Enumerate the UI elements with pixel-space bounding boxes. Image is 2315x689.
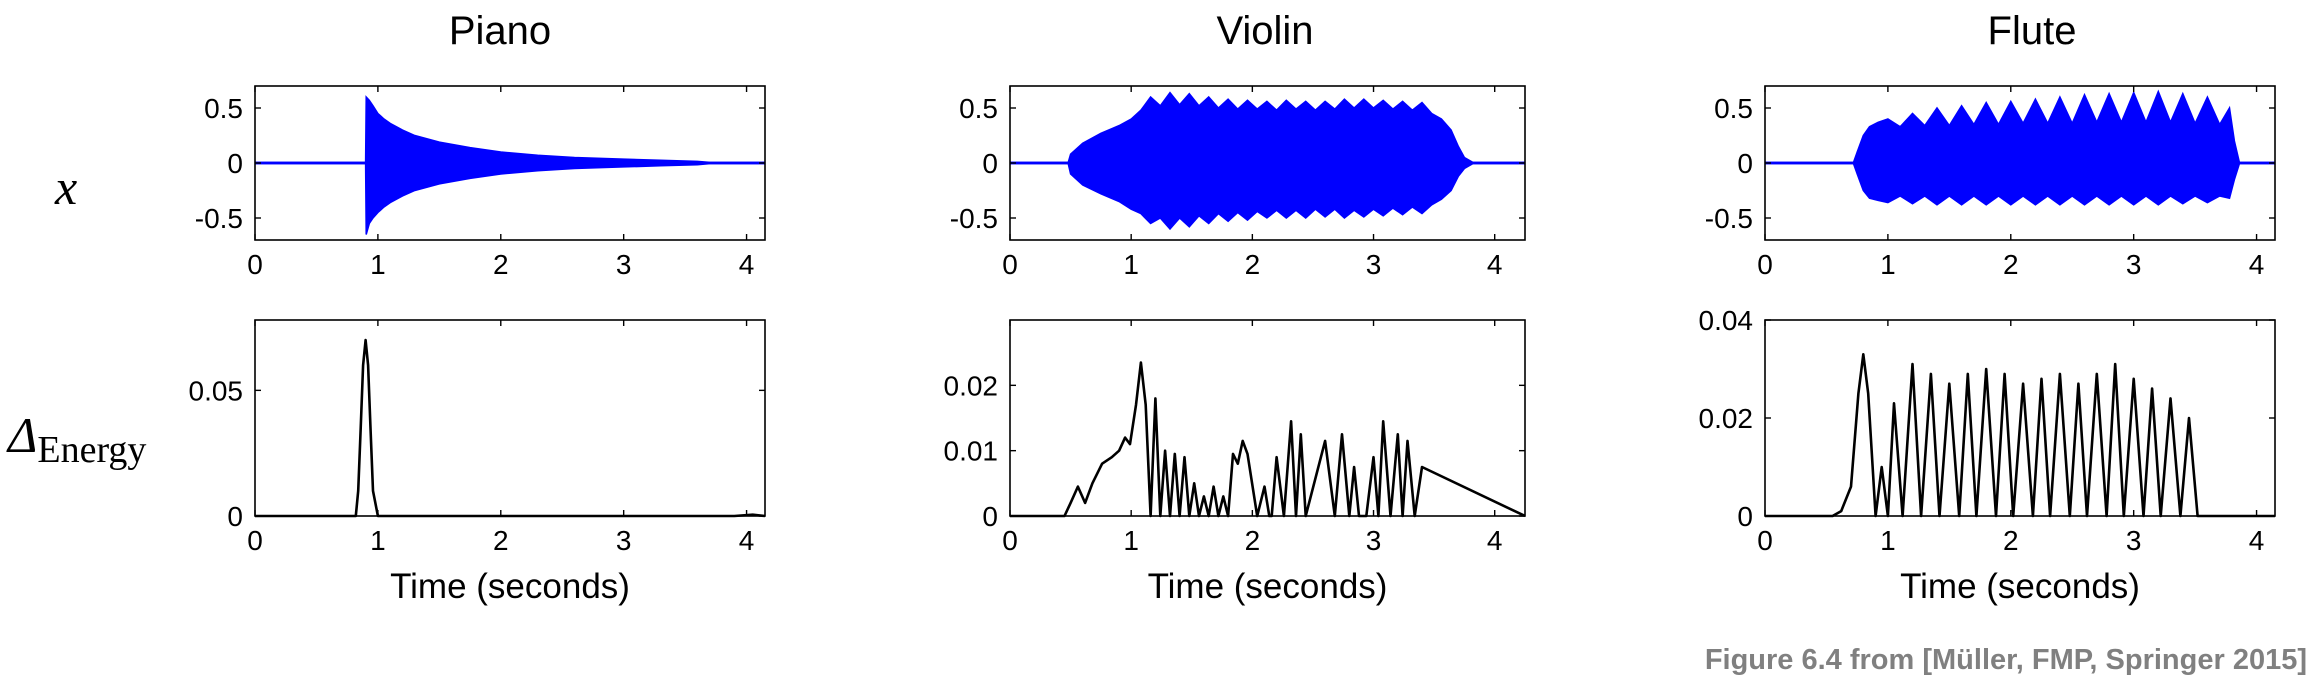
piano-energy-xtick-label: 0 (247, 525, 263, 556)
piano-energy-axes: 0 1 2 3 4 0 0.05 Time (seconds) (189, 319, 766, 606)
piano-energy-xtick-label: 2 (493, 525, 509, 556)
flute-energy-ytick-label: 0.02 (1699, 403, 1754, 434)
violin-waveform-axes: 0 1 2 3 40.50-0.5 (950, 85, 1526, 280)
flute-energy-ytick-label: 0 (1737, 501, 1753, 532)
piano-energy-ytick-label: 0.05 (189, 375, 244, 406)
flute-energy-axes: 0 1 2 3 4 0 0.02 0.04 Time (seconds) (1699, 305, 2276, 606)
flute-energy-xtick-label: 0 (1757, 525, 1773, 556)
row-label-energy: ΔEnergy (6, 407, 146, 471)
flute-energy-xlabel: Time (seconds) (1900, 567, 2140, 606)
violin-energy-ytick-label: 0.02 (944, 370, 999, 401)
flute-waveform-axes: 0 1 2 3 40.50-0.5 (1705, 85, 2276, 280)
violin-waveform-envelope (1010, 91, 1525, 231)
flute-waveform-xtick-label: 0 (1757, 249, 1773, 280)
piano-waveform-ytick-label: 0.5 (204, 93, 243, 124)
violin-waveform-ytick-label: 0.5 (959, 93, 998, 124)
flute-waveform-ytick-label: 0 (1737, 148, 1753, 179)
flute-waveform-xtick-label: 2 (2003, 249, 2019, 280)
piano-waveform-xtick-label: 2 (493, 249, 509, 280)
violin-waveform-xtick-label: 2 (1245, 249, 1261, 280)
piano-energy-ytick-label: 0 (227, 501, 243, 532)
piano-energy-frame (254, 319, 766, 517)
title-violin: Violin (1216, 9, 1313, 53)
violin-energy-xtick-label: 2 (1245, 525, 1261, 556)
piano-waveform-xtick-label: 1 (370, 249, 386, 280)
piano-waveform-axes: 0 1 2 3 40.50-0.5 (195, 85, 766, 280)
piano-energy-curve (255, 338, 766, 518)
violin-energy-xtick-label: 3 (1366, 525, 1382, 556)
piano-waveform-xtick-label: 3 (616, 249, 632, 280)
violin-energy-xtick-label: 1 (1123, 525, 1139, 556)
violin-waveform-ytick-label: -0.5 (950, 203, 998, 234)
violin-energy-ytick-label: 0.01 (944, 436, 999, 467)
violin-waveform-xtick-label: 3 (1366, 249, 1382, 280)
flute-energy-xtick-label: 3 (2126, 525, 2142, 556)
flute-energy-xtick-label: 4 (2249, 525, 2265, 556)
energy-subscript: Energy (37, 429, 146, 471)
flute-energy-xtick-label: 1 (1880, 525, 1896, 556)
flute-energy-xtick-label: 2 (2003, 525, 2019, 556)
flute-waveform-xtick-label: 3 (2126, 249, 2142, 280)
violin-waveform-xtick-label: 0 (1002, 249, 1018, 280)
piano-waveform-envelope (255, 95, 765, 235)
piano-energy-xtick-label: 1 (370, 525, 386, 556)
piano-energy-xtick-label: 3 (616, 525, 632, 556)
flute-waveform-ytick-label: -0.5 (1705, 203, 1753, 234)
row-label-x: x (54, 159, 77, 215)
violin-waveform-xtick-label: 1 (1123, 249, 1139, 280)
delta-symbol: Δ (6, 407, 37, 463)
violin-energy-ytick-label: 0 (982, 501, 998, 532)
title-flute: Flute (1988, 9, 2077, 53)
violin-energy-xtick-label: 4 (1487, 525, 1503, 556)
flute-waveform-envelope (1765, 89, 2275, 206)
flute-waveform-xtick-label: 4 (2249, 249, 2265, 280)
plots: 0 1 2 3 40.50-0.50 1 2 3 40.50-0.50 1 2 3 40.50-0.50… (189, 85, 2276, 606)
piano-waveform-ytick-label: -0.5 (195, 203, 243, 234)
violin-energy-curve (1010, 361, 1526, 518)
violin-energy-xlabel: Time (seconds) (1148, 567, 1388, 606)
flute-waveform-xtick-label: 1 (1880, 249, 1896, 280)
violin-energy-xtick-label: 0 (1002, 525, 1018, 556)
piano-energy-xtick-label: 4 (739, 525, 755, 556)
piano-waveform-xtick-label: 0 (247, 249, 263, 280)
flute-energy-curve (1765, 352, 2275, 518)
figure-caption: Figure 6.4 from [Müller, FMP, Springer 2… (1704, 644, 2307, 676)
piano-energy-xlabel: Time (seconds) (390, 567, 630, 606)
piano-waveform-xtick-label: 4 (739, 249, 755, 280)
piano-waveform-ytick-label: 0 (227, 148, 243, 179)
violin-waveform-ytick-label: 0 (982, 148, 998, 179)
violin-waveform-xtick-label: 4 (1487, 249, 1503, 280)
violin-energy-axes: 0 1 2 3 4 0 0.01 0.02 Time (seconds) (944, 319, 1526, 606)
title-piano: Piano (449, 9, 551, 53)
flute-energy-ytick-label: 0.04 (1699, 305, 1754, 336)
violin-energy-frame (1009, 319, 1526, 517)
flute-waveform-ytick-label: 0.5 (1714, 93, 1753, 124)
